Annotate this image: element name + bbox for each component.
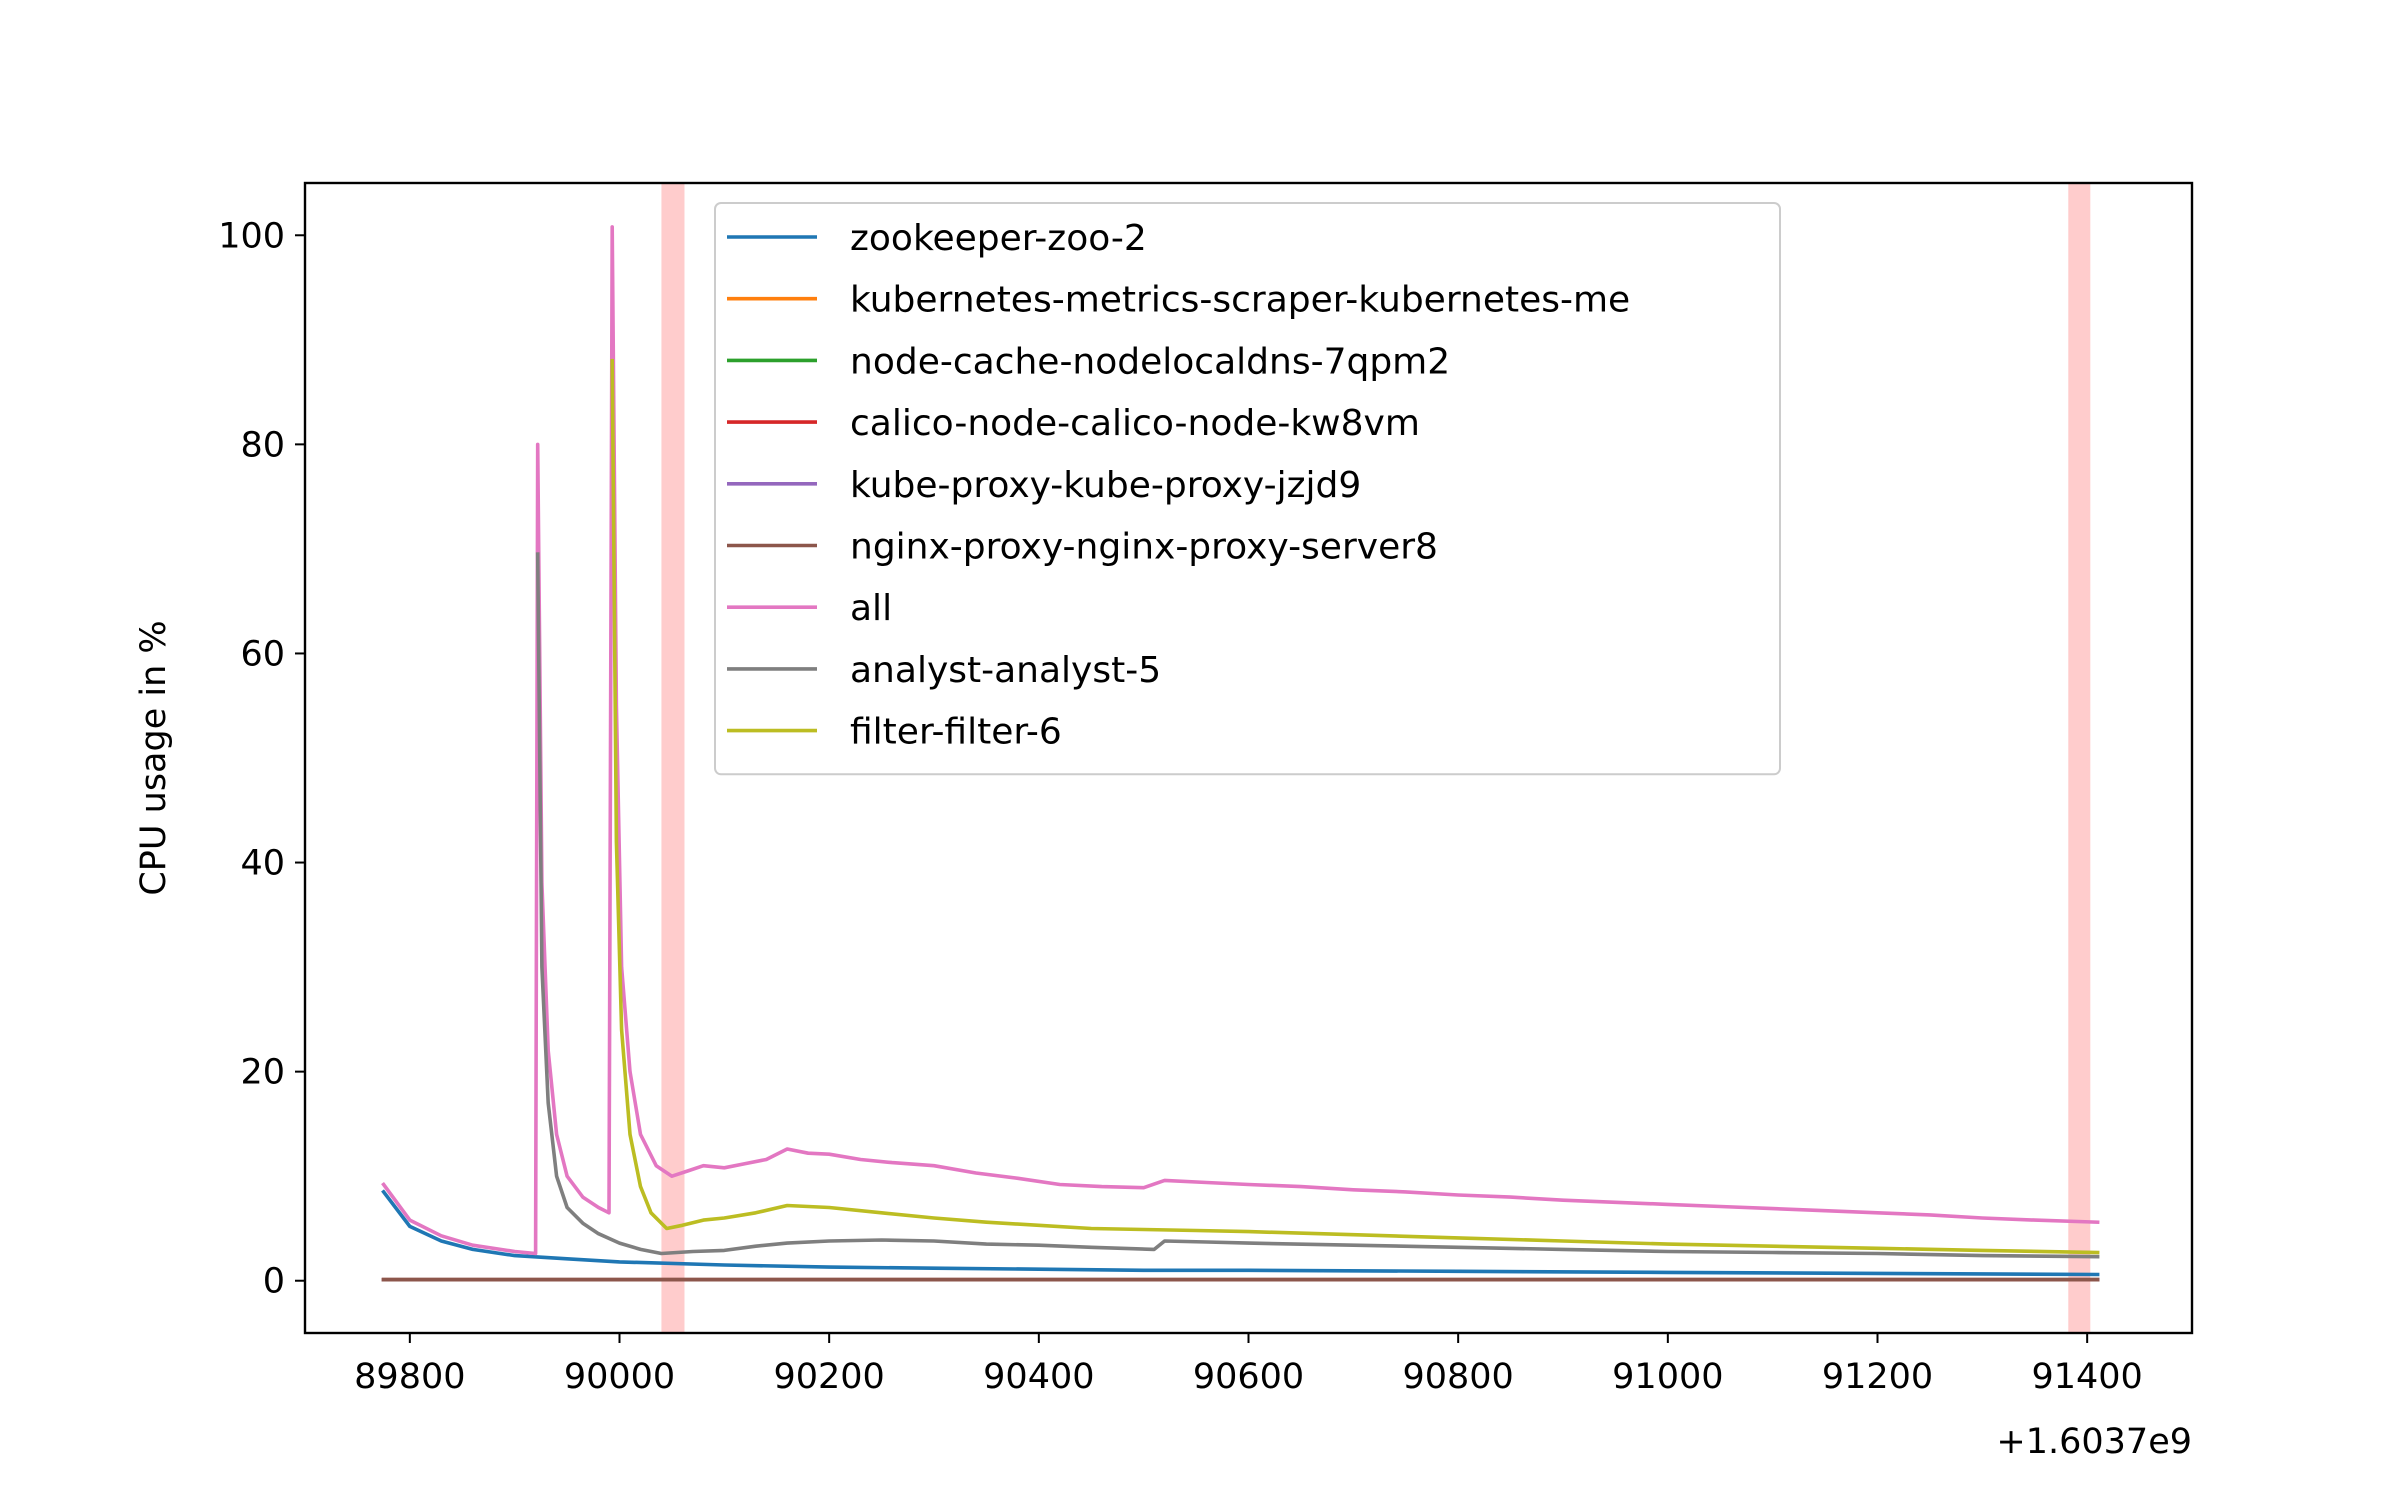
plot-frame [303,181,2194,1335]
legend-label: kubernetes-metrics-scraper-kubernetes-me [850,280,1630,321]
legend-label: nginx-proxy-nginx-proxy-server8 [850,527,1438,568]
highlight-bands [661,183,2091,1333]
y-tick-label: 40 [240,844,285,884]
x-axis-offset-label: +1.6037e9 [1996,1422,2192,1462]
highlight-band-2 [2068,183,2091,1333]
y-tick-label: 80 [240,425,285,465]
series-line-8 [535,552,2100,1259]
legend-label: analyst-analyst-5 [850,650,1161,691]
x-tick-label: 91400 [2031,1357,2142,1397]
series-line-9 [610,358,2100,1255]
legend-label: node-cache-nodelocaldns-7qpm2 [850,341,1450,382]
x-tick-label: 89800 [354,1357,465,1397]
series-lines [381,225,2100,1282]
legend: zookeeper-zoo-2 kubernetes-metrics-scrape… [714,202,1781,776]
x-axis-ticks: 89800 90000 90200 90400 90600 90800 91000 91200… [354,1333,2143,1397]
series-line-1 [381,1189,2100,1277]
y-axis-ticks: 0 20 40 60 80 100 [218,216,305,1302]
legend-label: all [850,588,892,629]
x-tick-label: 90800 [1402,1357,1513,1397]
x-tick-label: 90200 [773,1357,884,1397]
highlight-band-1 [661,183,685,1333]
x-tick-label: 91000 [1612,1357,1723,1397]
legend-frame [714,202,1781,776]
y-tick-label: 60 [240,634,285,674]
x-tick-label: 91200 [1822,1357,1933,1397]
x-tick-label: 90000 [564,1357,675,1397]
x-tick-label: 90400 [983,1357,1094,1397]
legend-label: zookeeper-zoo-2 [850,218,1147,259]
series-line-7 [381,225,2100,1256]
y-axis-label: CPU usage in % [134,620,174,895]
x-tick-label: 90600 [1193,1357,1304,1397]
y-tick-label: 100 [218,216,285,256]
legend-label: filter-filter-6 [850,712,1062,753]
legend-label: kube-proxy-kube-proxy-jzjd9 [850,465,1361,506]
y-tick-label: 0 [263,1262,285,1302]
legend-label: calico-node-calico-node-kw8vm [850,403,1420,444]
y-tick-label: 20 [240,1053,285,1093]
